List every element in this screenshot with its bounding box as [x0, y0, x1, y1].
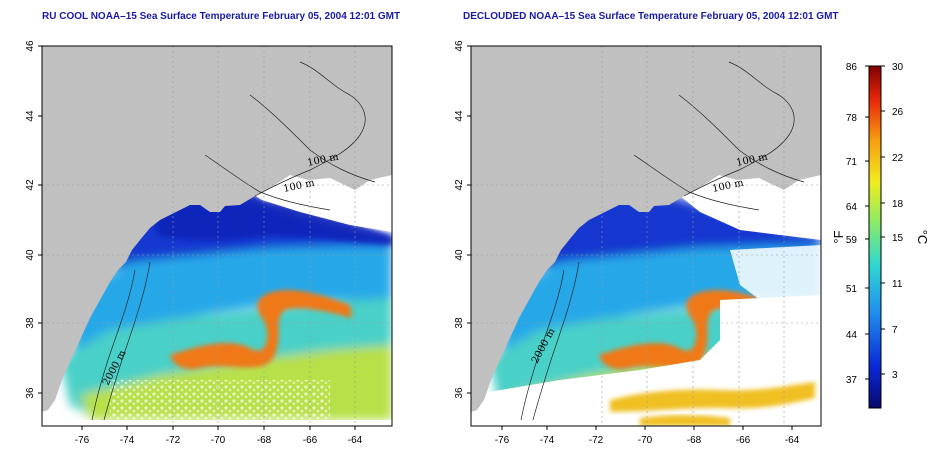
celsius-tick-label: 7	[892, 325, 898, 336]
left-map: 100 m 100 m 2000 m -76 -74 -72 -70 -68 -…	[25, 40, 393, 446]
fahrenheit-tick-label: 78	[846, 113, 858, 124]
right-lon-tick-label: -72	[589, 435, 604, 446]
right-lon-tick-label: -70	[638, 435, 653, 446]
celsius-tick-label: 3	[892, 370, 898, 381]
fahrenheit-tick-label: 71	[846, 157, 858, 168]
celsius-tick-label: 18	[892, 199, 904, 210]
celsius-ticks: 30 26 22 18 15 11 7 3	[892, 62, 904, 381]
fahrenheit-tick-label: 59	[846, 235, 858, 246]
right-map: 100 m 100 m 2000 m -76 -74 -72 -70 -68 -…	[454, 40, 822, 446]
left-lat-tick-label: 38	[25, 317, 36, 329]
left-cloud-speckle	[110, 380, 330, 426]
fahrenheit-tick-label: 86	[846, 62, 858, 73]
left-lon-tick-label: -72	[166, 435, 181, 446]
fahrenheit-tick-label: 37	[846, 375, 858, 386]
left-lat-tick-label: 40	[25, 249, 36, 261]
right-lon-tick-label: -74	[540, 435, 555, 446]
right-lat-tick-label: 46	[454, 40, 465, 52]
left-lat-tick-label: 46	[25, 40, 36, 52]
right-lat-tick-label: 42	[454, 179, 465, 191]
right-lat-tick-label: 38	[454, 317, 465, 329]
left-lon-tick-label: -76	[75, 435, 90, 446]
right-lon-ticks: -76 -74 -72 -70 -68 -66 -64	[495, 426, 800, 446]
right-lat-tick-label: 40	[454, 249, 465, 261]
right-lon-tick-label: -66	[736, 435, 751, 446]
left-lon-tick-label: -70	[211, 435, 226, 446]
fahrenheit-tick-label: 64	[846, 202, 858, 213]
left-lon-tick-label: -74	[120, 435, 135, 446]
fahrenheit-unit-label: °F	[831, 230, 846, 243]
left-lat-tick-label: 42	[25, 179, 36, 191]
fahrenheit-tick-label: 44	[846, 330, 858, 341]
left-lon-tick-label: -64	[348, 435, 363, 446]
celsius-tick-label: 30	[892, 62, 904, 73]
celsius-tick-label: 15	[892, 233, 904, 244]
left-lon-tick-label: -68	[257, 435, 272, 446]
right-lat-tick-label: 44	[454, 110, 465, 122]
right-lat-ticks: 46 44 42 40 38 36	[454, 40, 471, 399]
fahrenheit-tick-label: 51	[846, 284, 858, 295]
left-lat-tick-label: 36	[25, 387, 36, 399]
right-lon-tick-label: -64	[785, 435, 800, 446]
left-lat-tick-label: 44	[25, 110, 36, 122]
right-lat-tick-label: 36	[454, 387, 465, 399]
right-lon-tick-label: -68	[687, 435, 702, 446]
celsius-tick-label: 26	[892, 107, 904, 118]
left-map-frame	[41, 45, 393, 427]
left-graticule	[42, 46, 392, 426]
fahrenheit-ticks: 86 78 71 64 59 51 44 37	[846, 62, 858, 386]
colorbar-gradient	[868, 65, 882, 409]
left-lon-tick-label: -66	[303, 435, 318, 446]
left-panel-title: RU COOL NOAA–15 Sea Surface Temperature …	[42, 11, 401, 22]
temperature-colorbar: 86 78 71 64 59 51 44 37 30 26 22 18 15 1…	[831, 62, 930, 409]
celsius-tick-label: 11	[892, 279, 903, 290]
right-graticule	[471, 46, 821, 426]
left-lat-ticks: 46 44 42 40 38 36	[25, 40, 42, 399]
celsius-unit-label: °C	[915, 230, 930, 245]
left-bathymetry-contours	[91, 61, 376, 421]
right-panel-title: DECLOUDED NOAA–15 Sea Surface Temperatur…	[463, 11, 839, 22]
right-lon-tick-label: -76	[495, 435, 510, 446]
left-lon-ticks: -76 -74 -72 -70 -68 -66 -64	[75, 426, 363, 446]
right-bathymetry-contours	[520, 61, 805, 421]
right-map-frame	[470, 45, 822, 427]
celsius-tick-label: 22	[892, 153, 904, 164]
